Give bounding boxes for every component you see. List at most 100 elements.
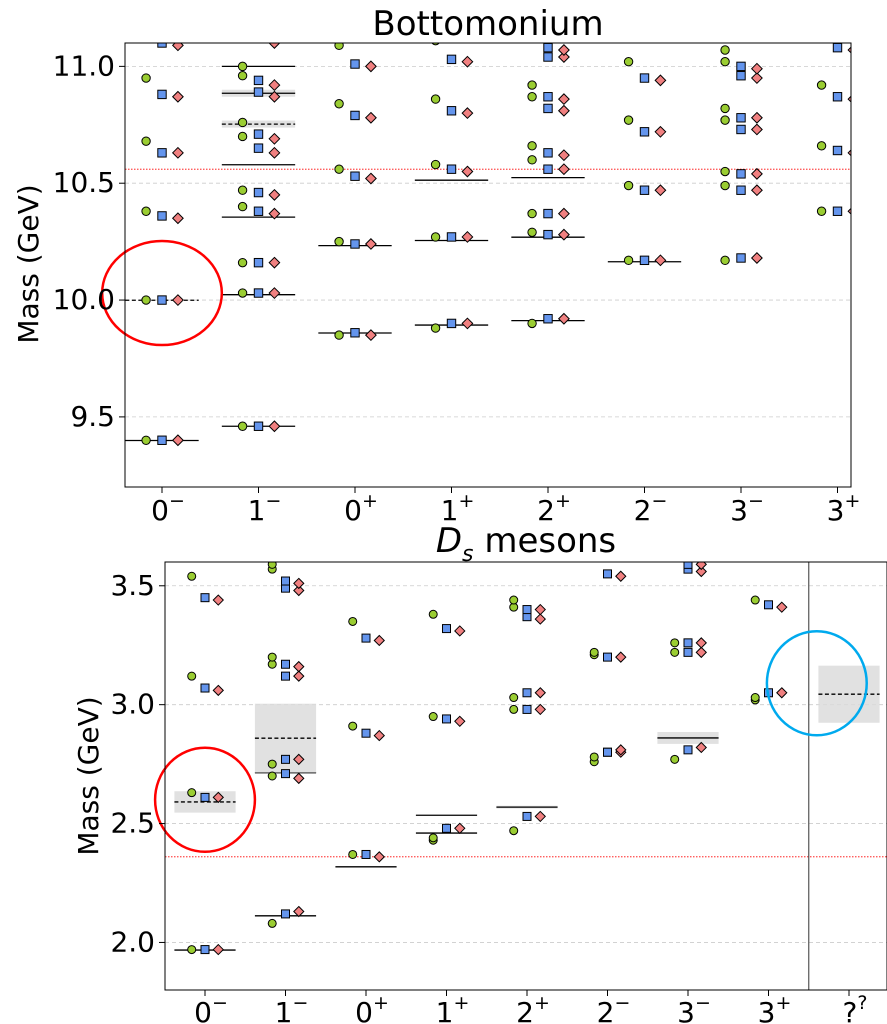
xtick-label-base: 3 — [677, 996, 695, 1024]
model-c-point — [268, 146, 281, 159]
model-a-point — [623, 255, 634, 266]
model-c-point — [373, 634, 385, 647]
model-a-point — [720, 45, 730, 55]
model-a-point — [720, 180, 730, 191]
axes-frame — [124, 42, 852, 488]
xtick-label-sup: − — [292, 992, 308, 1014]
model-b-point — [522, 605, 532, 615]
model-c-point — [534, 703, 546, 716]
model-b-point — [442, 714, 451, 724]
model-c-point — [364, 329, 377, 342]
model-b-point — [736, 61, 746, 72]
xtick-label: 1+ — [436, 992, 470, 1024]
model-b-point — [543, 164, 553, 174]
model-b-point — [253, 75, 264, 86]
model-c-point — [171, 294, 184, 307]
model-a-point — [428, 833, 438, 843]
model-a-point — [187, 788, 197, 798]
xtick-label-sup: − — [212, 992, 228, 1014]
model-b-point — [253, 257, 264, 268]
model-b-point — [200, 945, 210, 955]
model-a-point — [750, 595, 760, 605]
xtick-label-sup: + — [844, 490, 860, 512]
model-c-point — [268, 79, 281, 92]
model-c-point — [461, 107, 474, 120]
ytick-label: 2.0 — [110, 925, 155, 958]
xtick-label-base: 3 — [758, 996, 776, 1024]
model-c-point — [364, 172, 377, 185]
model-c-point — [557, 44, 570, 56]
model-b-point — [253, 187, 264, 198]
model-a-point — [623, 115, 634, 125]
xtick-label-base: 1 — [248, 494, 266, 527]
model-b-point — [683, 647, 693, 657]
model-a-point — [237, 185, 248, 195]
model-a-point — [237, 131, 248, 142]
model-c-point — [615, 570, 627, 582]
model-b-point — [832, 92, 843, 102]
xtick-label-base: 3 — [730, 494, 748, 527]
model-c-point — [268, 256, 281, 269]
ytick-label: 10.0 — [53, 283, 115, 316]
model-a-point — [527, 227, 537, 237]
model-a-point — [509, 704, 519, 714]
ds-mesons-panel: Ds mesons Mass (GeV) 2.02.53.03.50− 1− 0+ 1… — [72, 521, 887, 1024]
model-b-point — [281, 769, 290, 779]
model-a-point — [141, 73, 151, 83]
xtick-label-sup: ? — [857, 992, 867, 1014]
xtick-label: ?? — [843, 992, 868, 1024]
model-c-point — [557, 93, 570, 106]
model-a-point — [589, 647, 599, 657]
model-a-point — [720, 255, 730, 266]
model-b-point — [446, 164, 457, 174]
model-c-point — [776, 687, 788, 699]
model-c-point — [615, 744, 627, 756]
model-c-point — [171, 43, 184, 52]
xtick-label: 0+ — [344, 490, 378, 527]
model-b-point — [832, 206, 843, 216]
model-c-point — [557, 207, 570, 220]
xtick-label-sup: − — [748, 490, 764, 512]
xtick-label: 1− — [248, 490, 282, 527]
model-b-point — [764, 600, 773, 610]
model-b-point — [442, 624, 451, 634]
xtick-label-sup: − — [614, 992, 630, 1014]
xtick-label-base: 2 — [597, 996, 615, 1024]
model-b-point — [543, 148, 553, 158]
xtick-label: 3+ — [827, 490, 861, 527]
model-a-point — [141, 295, 151, 305]
model-c-point — [750, 252, 763, 264]
model-b-point — [253, 129, 264, 139]
model-c-point — [454, 625, 466, 637]
model-c-point — [557, 104, 570, 117]
model-c-point — [268, 188, 281, 201]
model-a-point — [267, 562, 277, 569]
ds-mesons-title: Ds mesons — [436, 521, 616, 567]
model-b-point — [157, 148, 167, 158]
model-b-point — [543, 208, 553, 219]
bottomonium-ylabel: Mass (GeV) — [12, 184, 45, 343]
axes-frame — [164, 561, 887, 991]
model-b-point — [157, 89, 167, 100]
xtick-label-base: 0 — [355, 996, 373, 1024]
model-b-point — [446, 232, 457, 242]
model-c-point — [750, 111, 763, 124]
model-a-point — [187, 945, 197, 955]
model-a-point — [527, 80, 537, 90]
model-b-point — [253, 206, 264, 216]
model-c-point — [171, 90, 184, 103]
model-a-point — [623, 180, 634, 191]
model-c-point — [534, 810, 546, 823]
model-a-point — [527, 208, 537, 219]
model-c-point — [615, 651, 627, 663]
xtick-label-sup: + — [453, 992, 469, 1014]
model-b-point — [543, 52, 553, 62]
model-b-point — [639, 185, 650, 195]
model-a-point — [267, 771, 277, 781]
model-b-point — [683, 745, 693, 755]
model-c-point — [293, 905, 305, 918]
model-c-point — [654, 254, 667, 267]
model-a-point — [334, 164, 344, 174]
xtick-label: 0− — [151, 490, 185, 527]
